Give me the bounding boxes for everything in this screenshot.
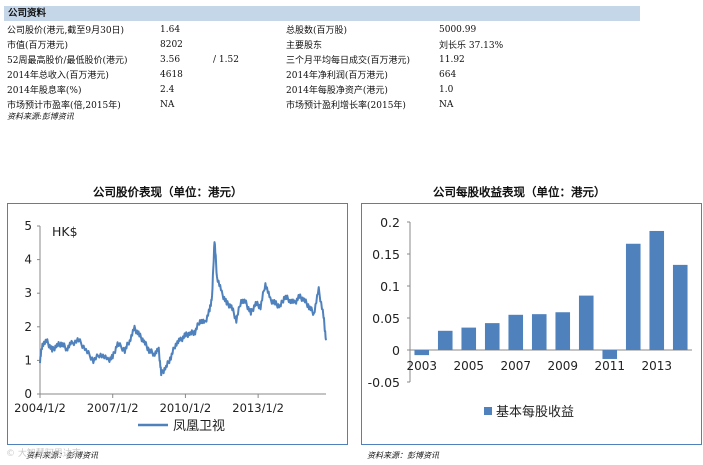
fact-value: 3.56 [160, 54, 181, 65]
watermark: © 大智慧阿思达克 [6, 449, 81, 459]
fact-extra: / 1.52 [213, 54, 239, 65]
fact-value: NA [439, 99, 454, 110]
company-info-section: 公司资料 公司股价(港元,截至9月30日) 1.64 总股数(百万股) 5000.99… [4, 6, 640, 122]
eps-bar [602, 350, 618, 359]
fact-extra [210, 37, 283, 52]
y-tick-label: 5 [24, 219, 32, 233]
fact-row: 公司股价(港元,截至9月30日) 1.64 总股数(百万股) 5000.99 [4, 22, 640, 37]
x-tick-label: 2013 [641, 359, 672, 373]
fact-value: NA [160, 99, 175, 110]
eps-chart-box: -0.05 0 0.05 0.1 0.15 0.2 2003 2005 2007 2009 2011… [361, 203, 702, 445]
fact-label: 2014年总收入(百万港元) [7, 71, 109, 81]
y-tick-label: 0 [392, 343, 400, 358]
fact-label: 52周最高股价/最低股价(港元) [7, 56, 128, 66]
eps-bar [437, 330, 453, 350]
y-tick-label: 0.1 [380, 279, 400, 294]
x-tick-label: 2003 [406, 359, 437, 373]
x-tick-label: 2009 [547, 359, 578, 373]
legend-label: 凤凰卫视 [173, 419, 225, 434]
eps-chart-title: 公司每股收益表现（单位：港元） [433, 185, 606, 199]
eps-bar [672, 264, 688, 350]
eps-bar [484, 323, 500, 350]
fact-row: 市值(百万港元) 8202 主要股东 刘长乐 37.13% [4, 37, 640, 52]
eps-bar [508, 314, 524, 350]
price-chart-source: 资料来源：彭博资讯 [26, 451, 98, 460]
x-tick-label: 2004/1/2 [14, 401, 66, 415]
price-chart-box: 0 1 2 3 4 5 2004/1/2 2007/1/2 2010/1/2 2013/1/2 HK… [7, 203, 348, 445]
eps-bar [578, 295, 594, 350]
fact-value: 1.0 [439, 84, 454, 95]
eps-bar [555, 312, 571, 350]
x-tick-label: 2007/1/2 [87, 401, 139, 415]
y-tick-label: 2 [24, 320, 32, 334]
y-tick-label: -0.05 [368, 375, 400, 390]
fact-extra [210, 97, 283, 112]
eps-bar [461, 327, 477, 350]
fact-value: 11.92 [439, 54, 465, 65]
fact-label: 市值(百万港元) [7, 41, 69, 51]
info-source-note: 资料来源:彭博资讯 [7, 112, 74, 121]
fact-row: 市场预计市盈率(倍,2015年) NA 市场预计盈利增长率(2015年) NA [4, 97, 640, 112]
eps-chart: -0.05 0 0.05 0.1 0.15 0.2 2003 2005 2007 2009 2011… [368, 215, 692, 420]
fact-value: 1.64 [160, 24, 181, 35]
company-facts-table: 公司股价(港元,截至9月30日) 1.64 总股数(百万股) 5000.99 市值(百万… [4, 22, 640, 112]
fact-extra [210, 67, 283, 82]
fact-label: 总股数(百万股) [286, 26, 348, 36]
fact-label: 2014年股息率(%) [7, 86, 82, 96]
y-tick-label: 0 [24, 387, 32, 401]
eps-bar [414, 350, 430, 356]
fact-value: 2.4 [160, 84, 175, 95]
y-tick-label: 1 [24, 353, 32, 367]
x-tick-label: 2005 [453, 359, 484, 373]
fact-value: 664 [439, 69, 457, 80]
y-tick-label: 0.05 [372, 311, 400, 326]
fact-row: 52周最高股价/最低股价(港元) 3.56 / 1.52 三个月平均每日成交(百万港元… [4, 52, 640, 67]
fact-label: 市场预计市盈率(倍,2015年) [7, 101, 121, 111]
y-tick-label: 0.2 [380, 215, 400, 230]
x-tick-label: 2010/1/2 [160, 401, 212, 415]
price-series-line [39, 241, 327, 377]
price-chart-title: 公司股价表现（单位：港元） [93, 185, 243, 199]
section-header: 公司资料 [4, 6, 640, 21]
fact-value: 4618 [160, 69, 183, 80]
x-tick-label: 2007 [500, 359, 531, 373]
fact-label: 2014年每股净资产(港元) [286, 86, 388, 96]
fact-value: 5000.99 [439, 24, 477, 35]
legend-swatch [484, 407, 492, 415]
fact-value: 8202 [160, 39, 183, 50]
x-tick-label: 2011 [594, 359, 625, 373]
fact-extra [210, 82, 283, 97]
fact-extra [210, 22, 283, 37]
fact-label: 市场预计盈利增长率(2015年) [286, 101, 406, 111]
y-tick-label: 3 [24, 286, 32, 300]
y-tick-label: 0.15 [372, 247, 400, 262]
fact-label: 三个月平均每日成交(百万港元) [286, 56, 411, 66]
eps-bar [625, 243, 641, 350]
y-tick-label: 4 [24, 253, 32, 267]
fact-label: 主要股东 [286, 41, 323, 51]
legend-label: 基本每股收益 [496, 404, 574, 420]
eps-chart-source: 资料来源：彭博资讯 [367, 451, 439, 460]
eps-bar [531, 314, 547, 350]
price-chart: 0 1 2 3 4 5 2004/1/2 2007/1/2 2010/1/2 2013/1/2 HK… [14, 219, 327, 434]
x-tick-label: 2013/1/2 [232, 401, 284, 415]
unit-label: HK$ [52, 224, 78, 239]
fact-label: 公司股价(港元,截至9月30日) [7, 26, 125, 36]
fact-value: 刘长乐 37.13% [439, 41, 504, 51]
fact-label: 2014年净利润(百万港元) [286, 71, 388, 81]
eps-bar [649, 230, 665, 350]
fact-row: 2014年总收入(百万港元) 4618 2014年净利润(百万港元) 664 [4, 67, 640, 82]
fact-row: 2014年股息率(%) 2.4 2014年每股净资产(港元) 1.0 [4, 82, 640, 97]
